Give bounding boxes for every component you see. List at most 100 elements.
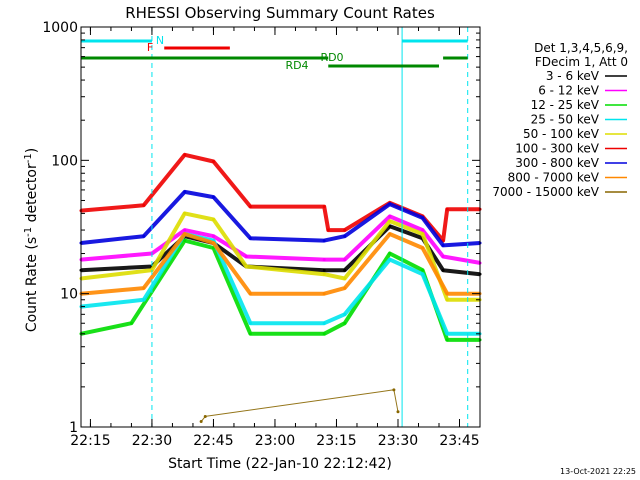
series-point-1 (244, 254, 248, 258)
series-point-0 (388, 224, 392, 228)
x-tick-label: 23:15 (316, 433, 356, 449)
series-point-7 (211, 241, 215, 245)
series-point-2 (421, 268, 425, 272)
series-point-5 (322, 205, 326, 209)
series-point-2 (445, 338, 449, 342)
y-axis-label-tail: detector (24, 163, 40, 227)
series-point-6 (343, 234, 347, 238)
series-point-0 (343, 268, 347, 272)
series-point-0 (322, 268, 326, 272)
series-point-1 (183, 228, 187, 232)
chart-title: RHESSI Observing Summary Count Rates (125, 4, 435, 22)
series-point-3 (445, 332, 449, 336)
series-point-7 (248, 292, 252, 296)
y-tick-label: 100 (51, 153, 78, 169)
series-point-4 (211, 217, 215, 221)
series-point-3 (248, 321, 252, 325)
series-point-4 (388, 219, 392, 223)
series-point-1 (211, 234, 215, 238)
legend-label-5: 100 - 300 keV (515, 142, 599, 156)
series-point-6 (388, 202, 392, 206)
series-point-5 (445, 207, 449, 211)
series-point-6 (211, 195, 215, 199)
series-point-1 (421, 228, 425, 232)
y-tick-label: 1000 (42, 20, 78, 36)
series-point-3 (343, 312, 347, 316)
series-point-1 (322, 258, 326, 262)
series-point-2 (248, 332, 252, 336)
series-point-2 (322, 332, 326, 336)
series-point-6 (142, 234, 146, 238)
x-tick-label: 22:30 (132, 433, 172, 449)
x-tick-label: 22:15 (70, 433, 110, 449)
legend-label-8: 7000 - 15000 keV (492, 185, 599, 199)
legend-label-3: 25 - 50 keV (531, 113, 600, 127)
series-point-3 (388, 258, 392, 262)
series-point-2 (129, 321, 133, 325)
series-point-7 (421, 246, 425, 250)
x-tick-label: 23:00 (255, 433, 295, 449)
series-point-7 (388, 232, 392, 236)
y-tick-label: 10 (60, 287, 78, 303)
flag-label-RD4: RD4 (285, 59, 308, 72)
series-line-8 (200, 389, 399, 422)
flag-label-N: N (156, 34, 164, 47)
plot-series-group (79, 152, 482, 423)
series-point-5 (248, 205, 252, 209)
series-point-2 (183, 239, 187, 243)
series-point-6 (421, 216, 425, 220)
series-point-4 (322, 272, 326, 276)
series-point-0 (441, 268, 445, 272)
x-tick-label: 23:30 (378, 433, 418, 449)
x-axis-label: Start Time (22-Jan-10 22:12:42) (168, 456, 392, 472)
series-point-1 (388, 214, 392, 218)
legend: Det 1,3,4,5,6,9, FDecim 1, Att 0 3 - 6 k… (492, 41, 628, 199)
footer-date: 13-Oct-2021 22:25 (560, 467, 636, 476)
series-point-5 (343, 228, 347, 232)
y-axis-label-close: ) (24, 148, 40, 153)
series-point-8 (392, 388, 396, 392)
y-axis: 1 10 100 1000 (42, 20, 480, 436)
legend-label-6: 300 - 800 keV (515, 156, 599, 170)
legend-header-line-1: Det 1,3,4,5,6,9, (534, 41, 628, 55)
series-point-6 (183, 190, 187, 194)
y-axis-label-sup-1: -1 (23, 227, 34, 237)
series-point-8 (396, 410, 400, 414)
series-point-2 (343, 321, 347, 325)
series-point-8 (199, 419, 203, 423)
series-point-6 (322, 239, 326, 243)
flag-label-RD0: RD0 (320, 51, 343, 64)
series-point-1 (441, 254, 445, 258)
series-point-3 (142, 298, 146, 302)
series-point-4 (343, 276, 347, 280)
series-point-7 (183, 232, 187, 236)
legend-label-0: 3 - 6 keV (546, 69, 600, 83)
series-point-4 (244, 264, 248, 268)
y-axis-label-main: Count Rate (s (24, 237, 40, 332)
legend-label-7: 800 - 7000 keV (508, 171, 600, 185)
series-point-7 (343, 286, 347, 290)
series-point-1 (343, 258, 347, 262)
series-point-7 (445, 292, 449, 296)
series-point-4 (421, 232, 425, 236)
y-tick-label: 1 (69, 420, 78, 436)
series-point-3 (322, 321, 326, 325)
flag-label-F: F (147, 41, 153, 54)
series-point-5 (183, 153, 187, 157)
series-point-7 (142, 286, 146, 290)
series-point-2 (388, 252, 392, 256)
series-point-4 (183, 211, 187, 215)
series-point-4 (445, 298, 449, 302)
series-point-6 (441, 243, 445, 247)
x-tick-label: 23:45 (439, 433, 479, 449)
y-axis-label-sup-2: -1 (23, 153, 34, 163)
series-point-8 (203, 414, 207, 418)
series-point-3 (421, 272, 425, 276)
y-axis-label: Count Rate (s-1 detector-1) (23, 148, 40, 332)
legend-label-2: 12 - 25 keV (531, 98, 600, 112)
x-tick-label: 22:45 (193, 433, 233, 449)
series-point-7 (322, 292, 326, 296)
legend-label-4: 50 - 100 keV (523, 127, 600, 141)
legend-label-1: 6 - 12 keV (538, 84, 600, 98)
